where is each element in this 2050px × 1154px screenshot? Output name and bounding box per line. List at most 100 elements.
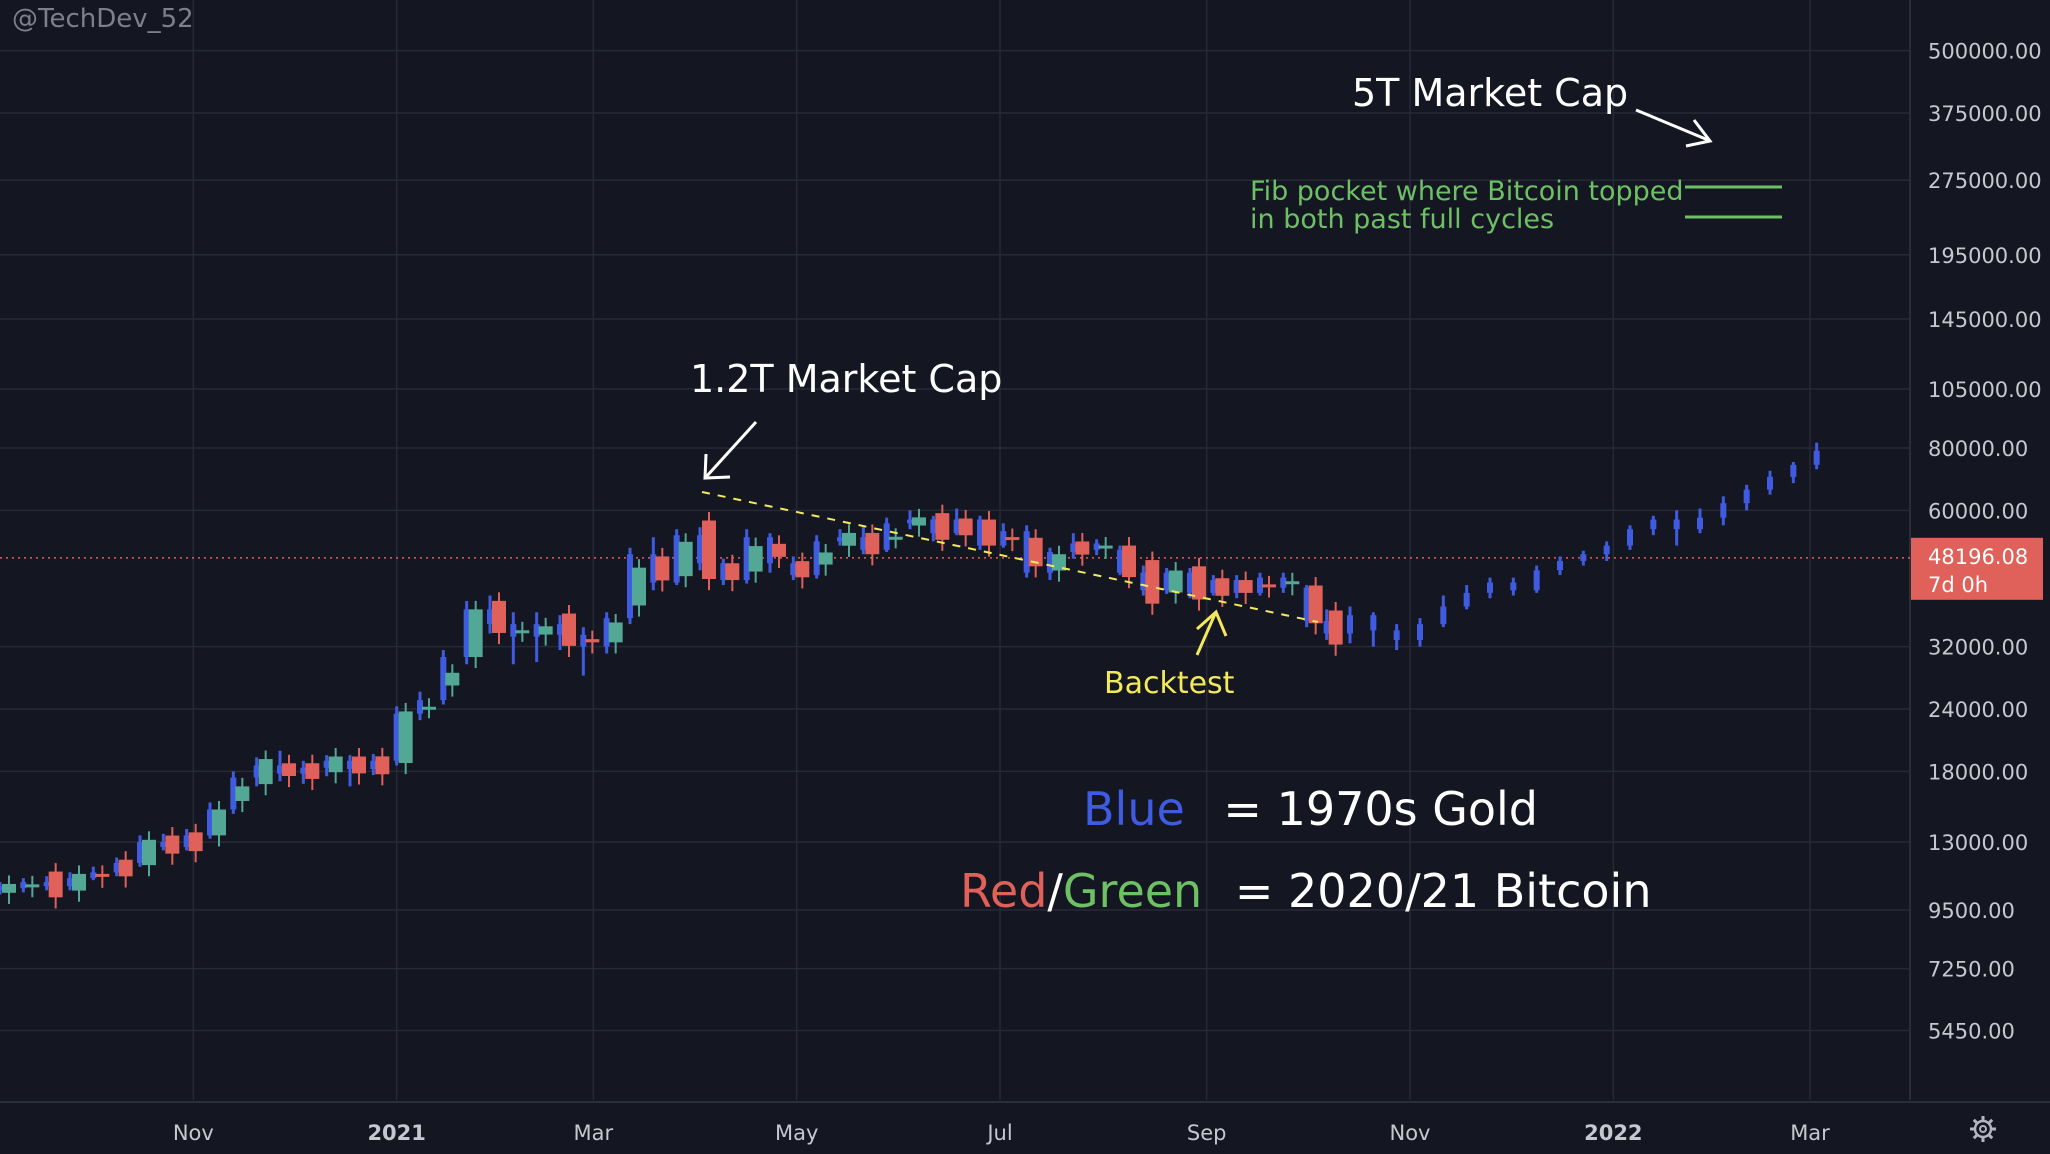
- note-12t-market-cap: 1.2T Market Cap: [690, 357, 1002, 401]
- x-tick-label: 2022: [1584, 1121, 1642, 1145]
- gold-bar: [790, 563, 797, 576]
- gold-bar: [1210, 580, 1217, 593]
- gold-bar: [0, 886, 3, 891]
- btc-candle: [445, 672, 460, 686]
- gold-bar: [1347, 615, 1353, 634]
- gold-bar: [1463, 592, 1470, 607]
- btc-candle: [282, 763, 296, 776]
- gold-bar: [137, 841, 143, 863]
- btc-candle: [95, 873, 110, 877]
- btc-candle: [2, 883, 16, 893]
- gold-bar: [1533, 570, 1540, 591]
- btc-candle: [958, 518, 973, 536]
- x-tick-label: Mar: [1790, 1121, 1830, 1145]
- x-tick-label: Nov: [173, 1121, 214, 1145]
- btc-candle: [842, 532, 856, 546]
- btc-candle: [72, 873, 86, 891]
- btc-candle: [1145, 560, 1160, 604]
- x-tick-label: Nov: [1390, 1121, 1431, 1145]
- btc-candle: [982, 519, 996, 546]
- current-price-tag: 48196.08 7d 0h: [1911, 537, 2043, 600]
- gold-bar: [1000, 531, 1007, 546]
- y-tick-label: 275000.00: [1928, 169, 2042, 193]
- gold-bar: [1117, 549, 1123, 573]
- btc-candle: [118, 859, 133, 877]
- x-tick-label: 2021: [367, 1121, 425, 1145]
- btc-candle: [1308, 585, 1323, 624]
- btc-candle: [25, 884, 40, 888]
- gold-bar: [1743, 489, 1750, 504]
- gold-bar: [603, 618, 610, 647]
- btc-candle: [1098, 545, 1113, 549]
- legend-rg-desc: = 2020/21 Bitcoin: [1235, 864, 1652, 918]
- gold-bar: [463, 609, 470, 658]
- btc-candle: [772, 543, 786, 557]
- btc-candle: [912, 517, 926, 526]
- x-tick-label: May: [775, 1121, 818, 1145]
- gold-bar: [1093, 543, 1100, 550]
- gold-bar: [1393, 630, 1400, 640]
- btc-candle: [1192, 566, 1206, 600]
- btc-candle: [422, 706, 436, 710]
- y-tick-label: 375000.00: [1928, 102, 2042, 126]
- y-tick-label: 24000.00: [1928, 698, 2028, 722]
- gold-bar: [1487, 582, 1493, 593]
- gold-bar: [953, 519, 960, 534]
- btc-candle: [935, 513, 950, 540]
- legend-green-word: Green: [1063, 864, 1202, 918]
- gold-bar: [183, 835, 190, 848]
- y-tick-label: 18000.00: [1928, 760, 2028, 784]
- note-5t-market-cap: 5T Market Cap: [1352, 71, 1628, 115]
- legend-red-word: Red: [960, 864, 1047, 918]
- gold-bar: [253, 765, 260, 778]
- gold-bar: [347, 760, 353, 769]
- gold-bar: [230, 777, 237, 810]
- time-axis[interactable]: Nov 2021 Mar May Jul Sep Nov 2022 Mar: [173, 1121, 1830, 1145]
- gold-bar: [580, 634, 587, 647]
- btc-candle: [1122, 545, 1136, 578]
- gold-bar: [1580, 554, 1587, 561]
- price-axis[interactable]: 500000.00 375000.00 275000.00 195000.00 1450…: [1928, 40, 2042, 1044]
- gold-bar: [113, 862, 120, 873]
- btc-candle: [142, 839, 156, 866]
- btc-candle: [235, 786, 250, 801]
- btc-candle: [1238, 580, 1253, 593]
- btc-candle: [702, 520, 716, 580]
- gold-bar: [67, 878, 73, 887]
- gold-bar: [1790, 464, 1797, 477]
- gold-bar: [1417, 624, 1423, 640]
- gold-bar: [1070, 543, 1077, 553]
- gold-bar: [487, 609, 493, 625]
- gold-bar: [300, 767, 307, 774]
- gold-bar: [1140, 572, 1147, 591]
- btc-candle: [1285, 581, 1300, 585]
- gold-bar: [720, 563, 727, 581]
- current-price-value: 48196.08: [1928, 545, 2028, 569]
- btc-candle: [48, 871, 63, 898]
- btc-candle: [1075, 541, 1090, 555]
- btc-candle: [725, 563, 740, 581]
- gold-bar: [930, 519, 937, 534]
- btc-candle: [888, 536, 903, 540]
- gold-bar: [1047, 552, 1053, 573]
- gold-bar: [440, 657, 447, 701]
- gold-bar: [1323, 621, 1330, 634]
- gold-bar: [1280, 577, 1287, 588]
- gold-bar: [1697, 517, 1703, 530]
- btc-candle: [515, 630, 530, 634]
- gold-bar: [1557, 560, 1563, 571]
- gold-bar: [673, 535, 680, 583]
- btc-candle: [352, 756, 366, 774]
- gold-bar: [160, 841, 167, 848]
- arrow-backtest: [1195, 609, 1228, 656]
- gold-bar: [1627, 529, 1633, 546]
- btc-candle: [562, 613, 576, 646]
- gold-bar: [207, 809, 213, 836]
- gear-icon[interactable]: [1968, 1114, 1998, 1144]
- gold-bar: [1767, 476, 1773, 490]
- btc-candle: [585, 639, 600, 643]
- btc-candle: [328, 756, 343, 773]
- gold-bar: [417, 700, 423, 714]
- legend-slash: /: [1047, 864, 1063, 918]
